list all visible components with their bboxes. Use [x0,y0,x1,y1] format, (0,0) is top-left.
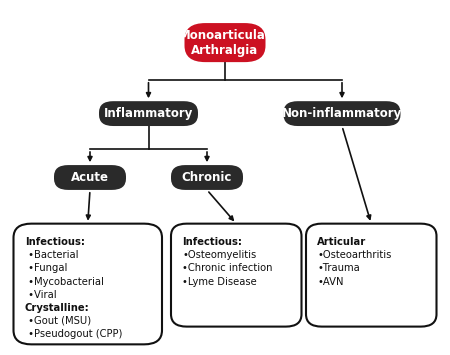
FancyBboxPatch shape [284,101,400,126]
Text: •Chronic infection: •Chronic infection [182,263,273,273]
Text: Infectious:: Infectious: [182,237,242,247]
Text: Monoarticular
Arthralgia: Monoarticular Arthralgia [179,29,271,56]
Text: •Lyme Disease: •Lyme Disease [182,277,257,286]
Text: Chronic: Chronic [182,171,232,184]
Text: •Pseudogout (CPP): •Pseudogout (CPP) [25,329,122,339]
FancyBboxPatch shape [184,23,266,62]
Text: Acute: Acute [71,171,109,184]
Text: •Osteoarthritis: •Osteoarthritis [317,250,392,260]
Text: •Viral: •Viral [25,290,56,300]
Text: •AVN: •AVN [317,277,344,286]
Text: Non-inflammatory: Non-inflammatory [282,107,402,120]
Text: •Fungal: •Fungal [25,263,67,273]
Text: •Trauma: •Trauma [317,263,360,273]
Text: •Mycobacterial: •Mycobacterial [25,277,104,286]
Text: Articular: Articular [317,237,366,247]
FancyBboxPatch shape [99,101,198,126]
FancyBboxPatch shape [14,224,162,344]
Text: •Bacterial: •Bacterial [25,250,78,260]
Text: Infectious:: Infectious: [25,237,85,247]
FancyBboxPatch shape [54,165,126,190]
Text: Crystalline:: Crystalline: [25,303,90,313]
FancyBboxPatch shape [171,224,302,327]
FancyBboxPatch shape [171,165,243,190]
Text: •Gout (MSU): •Gout (MSU) [25,316,91,326]
Text: •Osteomyelitis: •Osteomyelitis [182,250,256,260]
FancyBboxPatch shape [306,224,436,327]
Text: Inflammatory: Inflammatory [104,107,193,120]
